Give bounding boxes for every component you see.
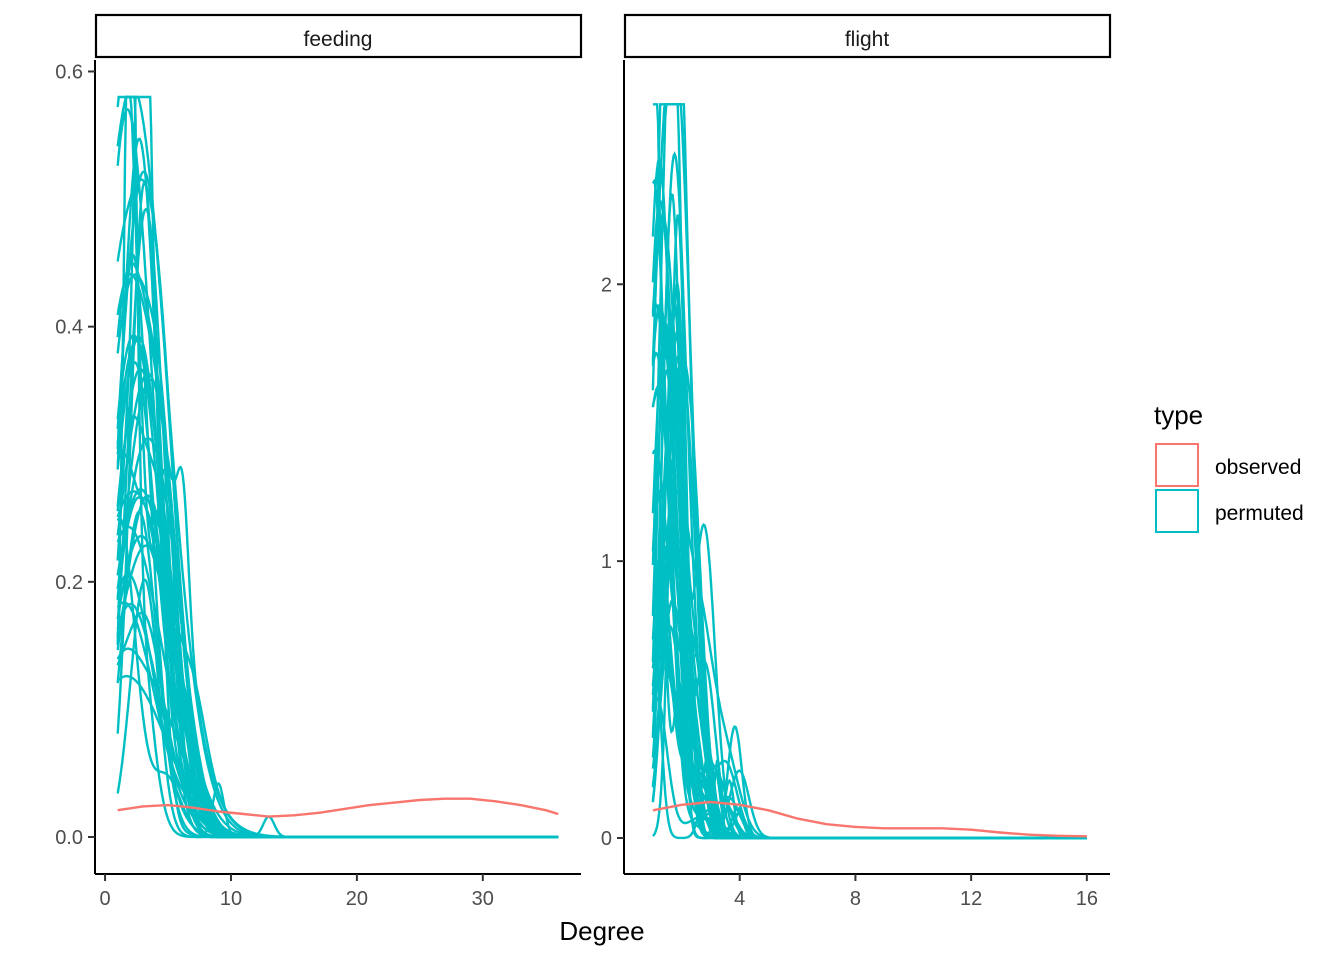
permuted-density-line (651, 391, 1087, 840)
legend: type observed permuted (1154, 400, 1304, 533)
legend-title: type (1154, 400, 1203, 430)
y-tick-label: 0.2 (55, 572, 83, 594)
observed-density-line (652, 800, 1087, 838)
y-tick-label: 0.6 (55, 61, 83, 83)
legend-key-observed (1155, 443, 1199, 487)
y-tick-label: 0.4 (55, 317, 83, 339)
permuted-density-line (651, 192, 1087, 840)
observed-density-line (117, 797, 559, 818)
y-tick-label: 2 (601, 274, 612, 296)
permuted-density-line (651, 151, 1087, 840)
facet-panel-feeding: feeding 0 10 20 30 0.0 0.2 0.4 0.6 (55, 13, 583, 910)
permuted-density-line (651, 178, 1087, 840)
legend-label-permuted: permuted (1215, 502, 1304, 525)
facet-strip-label: flight (845, 28, 890, 51)
facet-strip-label: feeding (304, 28, 373, 51)
x-tick-label: 30 (472, 888, 494, 910)
permuted-density-line (651, 103, 1087, 840)
legend-label-observed: observed (1215, 456, 1301, 479)
permuted-density-line (651, 103, 1087, 840)
legend-key-permuted (1155, 489, 1199, 533)
permuted-density-line (652, 103, 1087, 840)
x-tick-label: 10 (220, 888, 242, 910)
y-tick-label: 0.0 (55, 827, 83, 849)
x-tick-label: 0 (100, 888, 111, 910)
x-tick-label: 4 (734, 888, 745, 910)
permuted-density-line (116, 451, 559, 839)
permuted-density-line (651, 198, 1087, 840)
x-tick-label: 12 (960, 888, 982, 910)
facet-strip (94, 13, 583, 59)
y-tick-label: 1 (601, 551, 612, 573)
y-tick-label: 0 (601, 828, 612, 850)
permuted-density-line (651, 213, 1087, 840)
permuted-density-line (651, 156, 1087, 840)
permuted-density-line (651, 103, 1087, 840)
permuted-density-line (652, 214, 1087, 840)
x-tick-label: 16 (1076, 888, 1098, 910)
permuted-density-line (116, 378, 559, 839)
facet-strip (623, 13, 1112, 59)
x-tick-label: 8 (850, 888, 861, 910)
x-tick-label: 20 (346, 888, 368, 910)
x-axis-title: Degree (559, 916, 644, 946)
